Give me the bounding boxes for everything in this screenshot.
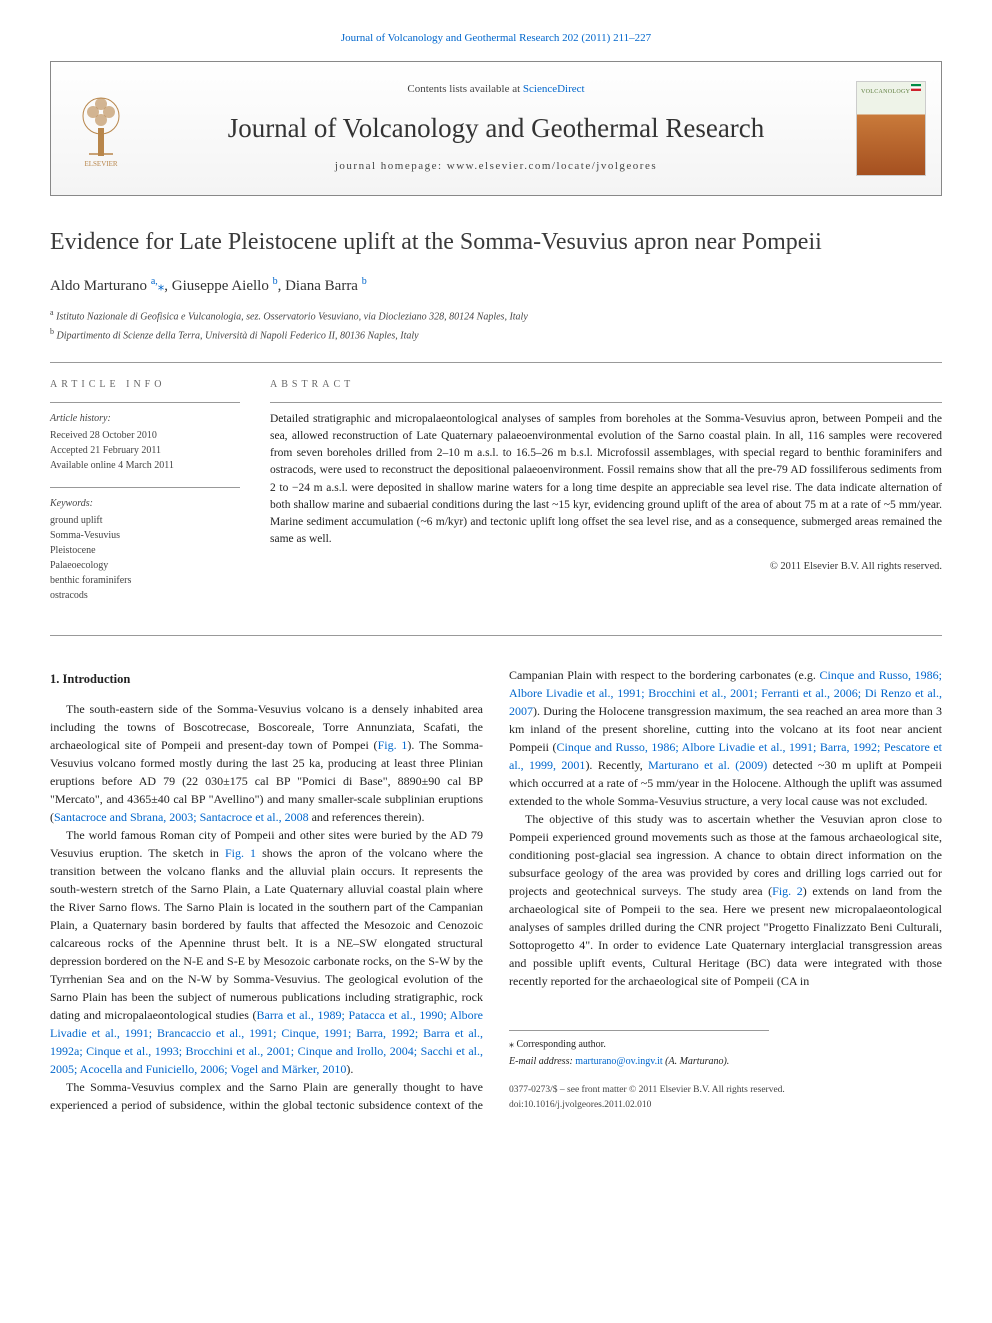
intro-para-1: The south-eastern side of the Somma-Vesu… <box>50 700 483 826</box>
p3c: ). Recently, <box>585 758 648 772</box>
journal-title: Journal of Volcanology and Geothermal Re… <box>228 108 765 149</box>
history-accepted: Accepted 21 February 2011 <box>50 443 240 458</box>
affiliations: a Istituto Nazionale di Geofisica e Vulc… <box>50 307 942 344</box>
keyword: ostracods <box>50 588 240 603</box>
p4b: ) extends on land from the archaeologica… <box>509 884 942 988</box>
bottom-meta: 0377-0273/$ – see front matter © 2011 El… <box>509 1083 942 1113</box>
affiliation-a: a Istituto Nazionale di Geofisica e Vulc… <box>50 307 942 324</box>
journal-homepage-line: journal homepage: www.elsevier.com/locat… <box>335 158 657 175</box>
abs-divider <box>270 402 942 403</box>
abstract-text: Detailed stratigraphic and micropalaeont… <box>270 411 942 549</box>
author-sep: , <box>164 278 172 294</box>
history-label: Article history: <box>50 411 240 426</box>
cover-thumb-cell: VOLCANOLOGY <box>841 62 941 195</box>
article-title: Evidence for Late Pleistocene uplift at … <box>50 224 942 260</box>
info-abstract-row: article info Article history: Received 2… <box>50 377 942 617</box>
header-middle: Contents lists available at ScienceDirec… <box>151 62 841 195</box>
svg-text:ELSEVIER: ELSEVIER <box>84 160 117 168</box>
front-matter-line: 0377-0273/$ – see front matter © 2011 El… <box>509 1083 942 1097</box>
abstract-column: abstract Detailed stratigraphic and micr… <box>270 377 942 617</box>
author-3-aff: b <box>362 276 367 287</box>
aff-text-b: Dipartimento di Scienze della Terra, Uni… <box>54 331 419 342</box>
author-1-name: Aldo Marturano <box>50 278 151 294</box>
keyword: Somma-Vesuvius <box>50 528 240 543</box>
intro-para-4: The objective of this study was to ascer… <box>509 810 942 990</box>
author-sep: , <box>278 278 286 294</box>
corresponding-author-footer: ⁎ Corresponding author. E-mail address: … <box>509 1030 769 1069</box>
p1c: and references therein). <box>309 810 425 824</box>
history-received: Received 28 October 2010 <box>50 428 240 443</box>
keywords-block: Keywords: ground uplift Somma-Vesuvius P… <box>50 496 240 603</box>
author-3-name: Diana Barra <box>285 278 362 294</box>
refs-link-3c[interactable]: Marturano et al. (2009) <box>648 758 767 772</box>
doi-line: doi:10.1016/j.jvolgeores.2011.02.010 <box>509 1098 942 1112</box>
article-history-block: Article history: Received 28 October 201… <box>50 411 240 473</box>
history-online: Available online 4 March 2011 <box>50 458 240 473</box>
contents-line: Contents lists available at ScienceDirec… <box>407 81 584 98</box>
fig-2-link[interactable]: Fig. 2 <box>772 884 803 898</box>
sciencedirect-link[interactable]: ScienceDirect <box>523 83 585 95</box>
keywords-label: Keywords: <box>50 496 240 511</box>
article-info-heading: article info <box>50 377 240 392</box>
author-1-aff: a, <box>151 276 158 287</box>
divider-rule <box>50 362 942 363</box>
flag-icon <box>911 84 921 91</box>
abstract-copyright: © 2011 Elsevier B.V. All rights reserved… <box>270 559 942 575</box>
corr-email-link[interactable]: marturano@ov.ingv.it <box>575 1056 662 1067</box>
keyword: Palaeoecology <box>50 558 240 573</box>
author-2-name: Giuseppe Aiello <box>172 278 273 294</box>
refs-link[interactable]: Santacroce and Sbrana, 2003; Santacroce … <box>54 810 309 824</box>
publisher-logo-cell: ELSEVIER <box>51 62 151 195</box>
email-tail: (A. Marturano). <box>663 1056 730 1067</box>
info-divider <box>50 487 240 488</box>
info-divider <box>50 402 240 403</box>
journal-header-box: ELSEVIER Contents lists available at Sci… <box>50 61 942 196</box>
p2b: shows the apron of the volcano where the… <box>50 846 483 1022</box>
divider-rule <box>50 635 942 636</box>
p2c: ). <box>346 1062 353 1076</box>
intro-para-2: The world famous Roman city of Pompeii a… <box>50 826 483 1078</box>
keyword: Pleistocene <box>50 543 240 558</box>
author-list: Aldo Marturano a,⁎, Giuseppe Aiello b, D… <box>50 274 942 298</box>
elsevier-logo-icon: ELSEVIER <box>71 88 131 168</box>
journal-citation-link[interactable]: Journal of Volcanology and Geothermal Re… <box>341 32 651 44</box>
keyword: benthic foraminifers <box>50 573 240 588</box>
contents-prefix: Contents lists available at <box>407 83 522 95</box>
section-heading-intro: 1. Introduction <box>50 670 483 689</box>
corr-author-label: ⁎ Corresponding author. <box>509 1037 769 1052</box>
top-citation-link: Journal of Volcanology and Geothermal Re… <box>50 30 942 47</box>
email-label: E-mail address: <box>509 1056 575 1067</box>
article-info-column: article info Article history: Received 2… <box>50 377 270 617</box>
journal-cover-thumb: VOLCANOLOGY <box>856 81 926 176</box>
affiliation-b: b Dipartimento di Scienze della Terra, U… <box>50 326 942 343</box>
abstract-heading: abstract <box>270 377 942 392</box>
keyword: ground uplift <box>50 513 240 528</box>
fig-1-link-2[interactable]: Fig. 1 <box>225 846 256 860</box>
body-two-column: 1. Introduction The south-eastern side o… <box>50 666 942 1115</box>
corr-email-line: E-mail address: marturano@ov.ingv.it (A.… <box>509 1054 769 1069</box>
aff-text-a: Istituto Nazionale di Geofisica e Vulcan… <box>54 311 528 322</box>
cover-text: VOLCANOLOGY <box>861 88 910 97</box>
fig-1-link[interactable]: Fig. 1 <box>378 738 408 752</box>
